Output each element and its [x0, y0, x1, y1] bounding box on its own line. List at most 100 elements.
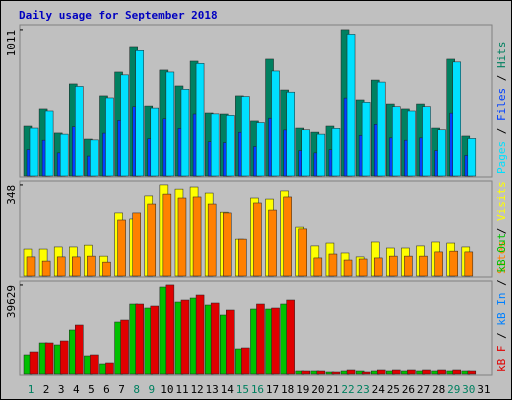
x-tick-label: 19 — [296, 383, 309, 396]
bar — [373, 257, 383, 277]
x-tick-label: 17 — [266, 383, 279, 396]
bar — [392, 106, 401, 177]
bar — [241, 347, 250, 375]
bar — [331, 371, 341, 375]
bar — [177, 197, 187, 277]
bar — [150, 107, 160, 177]
bar — [389, 255, 398, 277]
bar — [223, 212, 232, 277]
bar — [180, 299, 190, 375]
x-tick-label: 21 — [326, 383, 339, 396]
bar — [120, 74, 129, 177]
bar — [120, 319, 129, 375]
bar — [135, 50, 144, 177]
bar — [358, 258, 368, 277]
bar — [29, 127, 39, 177]
bar — [256, 122, 265, 177]
bar — [301, 129, 310, 177]
bar — [26, 256, 36, 277]
x-tick-label: 25 — [387, 383, 400, 396]
x-tick-label: 4 — [73, 383, 80, 396]
x-tick-label: 13 — [206, 383, 219, 396]
bar — [135, 303, 144, 375]
x-tick-label: 12 — [190, 383, 203, 396]
bar — [407, 369, 416, 375]
bar — [452, 369, 461, 375]
bar — [117, 219, 126, 277]
bar — [283, 196, 292, 277]
bar — [452, 61, 461, 177]
bar — [56, 256, 66, 277]
x-tick-label: 9 — [148, 383, 155, 396]
bar — [467, 138, 477, 177]
legend-separator: / — [495, 68, 508, 88]
bar — [150, 305, 160, 375]
bar — [331, 128, 341, 177]
x-tick-label: 5 — [88, 383, 95, 396]
legend: Sites / Visits — [495, 181, 508, 274]
bar — [147, 203, 157, 277]
x-tick-label: 16 — [251, 383, 264, 396]
bar — [361, 371, 371, 375]
bar — [165, 284, 175, 375]
bar — [316, 133, 326, 177]
bar — [75, 324, 84, 375]
bar — [226, 309, 235, 375]
bar — [286, 91, 295, 177]
bar — [434, 251, 443, 277]
bar — [195, 294, 205, 375]
legend-entry: kB F — [495, 346, 508, 373]
bar — [343, 259, 353, 277]
bar — [192, 196, 202, 277]
legend-entry: kB Out — [495, 233, 508, 273]
bar — [210, 113, 220, 177]
legend-entry: Sites — [495, 241, 508, 274]
bar — [437, 129, 446, 177]
x-tick-label: 29 — [447, 383, 460, 396]
legend-separator: / — [495, 326, 508, 346]
x-tick-label: 14 — [221, 383, 235, 396]
chart-title: Daily usage for September 2018 — [19, 9, 218, 22]
bar — [467, 370, 477, 375]
bar — [422, 369, 431, 375]
legend: kB F / kB In / kB Out — [495, 233, 508, 372]
bar — [392, 369, 401, 375]
bar — [419, 255, 428, 277]
bar — [316, 370, 326, 375]
legend-separator: / — [495, 273, 508, 293]
x-tick-label: 2 — [43, 383, 50, 396]
bar — [361, 102, 371, 177]
bar — [59, 340, 69, 375]
x-tick-label: 15 — [236, 383, 249, 396]
bar — [102, 261, 111, 277]
bar — [301, 370, 310, 375]
legend-entry: Hits — [495, 42, 508, 69]
x-tick-label: 23 — [357, 383, 370, 396]
bar — [195, 63, 205, 177]
bar — [90, 354, 99, 375]
bar — [256, 303, 265, 375]
bar — [271, 307, 280, 375]
x-tick-label: 30 — [462, 383, 475, 396]
bar — [253, 202, 262, 277]
bar — [422, 106, 431, 177]
x-tick-label: 10 — [160, 383, 173, 396]
bar — [241, 96, 250, 177]
bar — [44, 110, 54, 177]
y-tick-label: 1011 — [5, 30, 18, 57]
bar — [44, 342, 54, 375]
bar — [72, 256, 81, 277]
bar — [75, 86, 84, 177]
legend: Pages / Files / Hits — [495, 42, 508, 175]
legend-separator: / — [495, 121, 508, 141]
x-tick-label: 6 — [103, 383, 110, 396]
bar — [162, 193, 172, 277]
bar — [464, 251, 474, 277]
bar — [346, 369, 356, 375]
bar — [376, 369, 386, 375]
bar — [313, 257, 323, 277]
x-tick-label: 11 — [175, 383, 188, 396]
legend-entry: Files — [495, 88, 508, 121]
